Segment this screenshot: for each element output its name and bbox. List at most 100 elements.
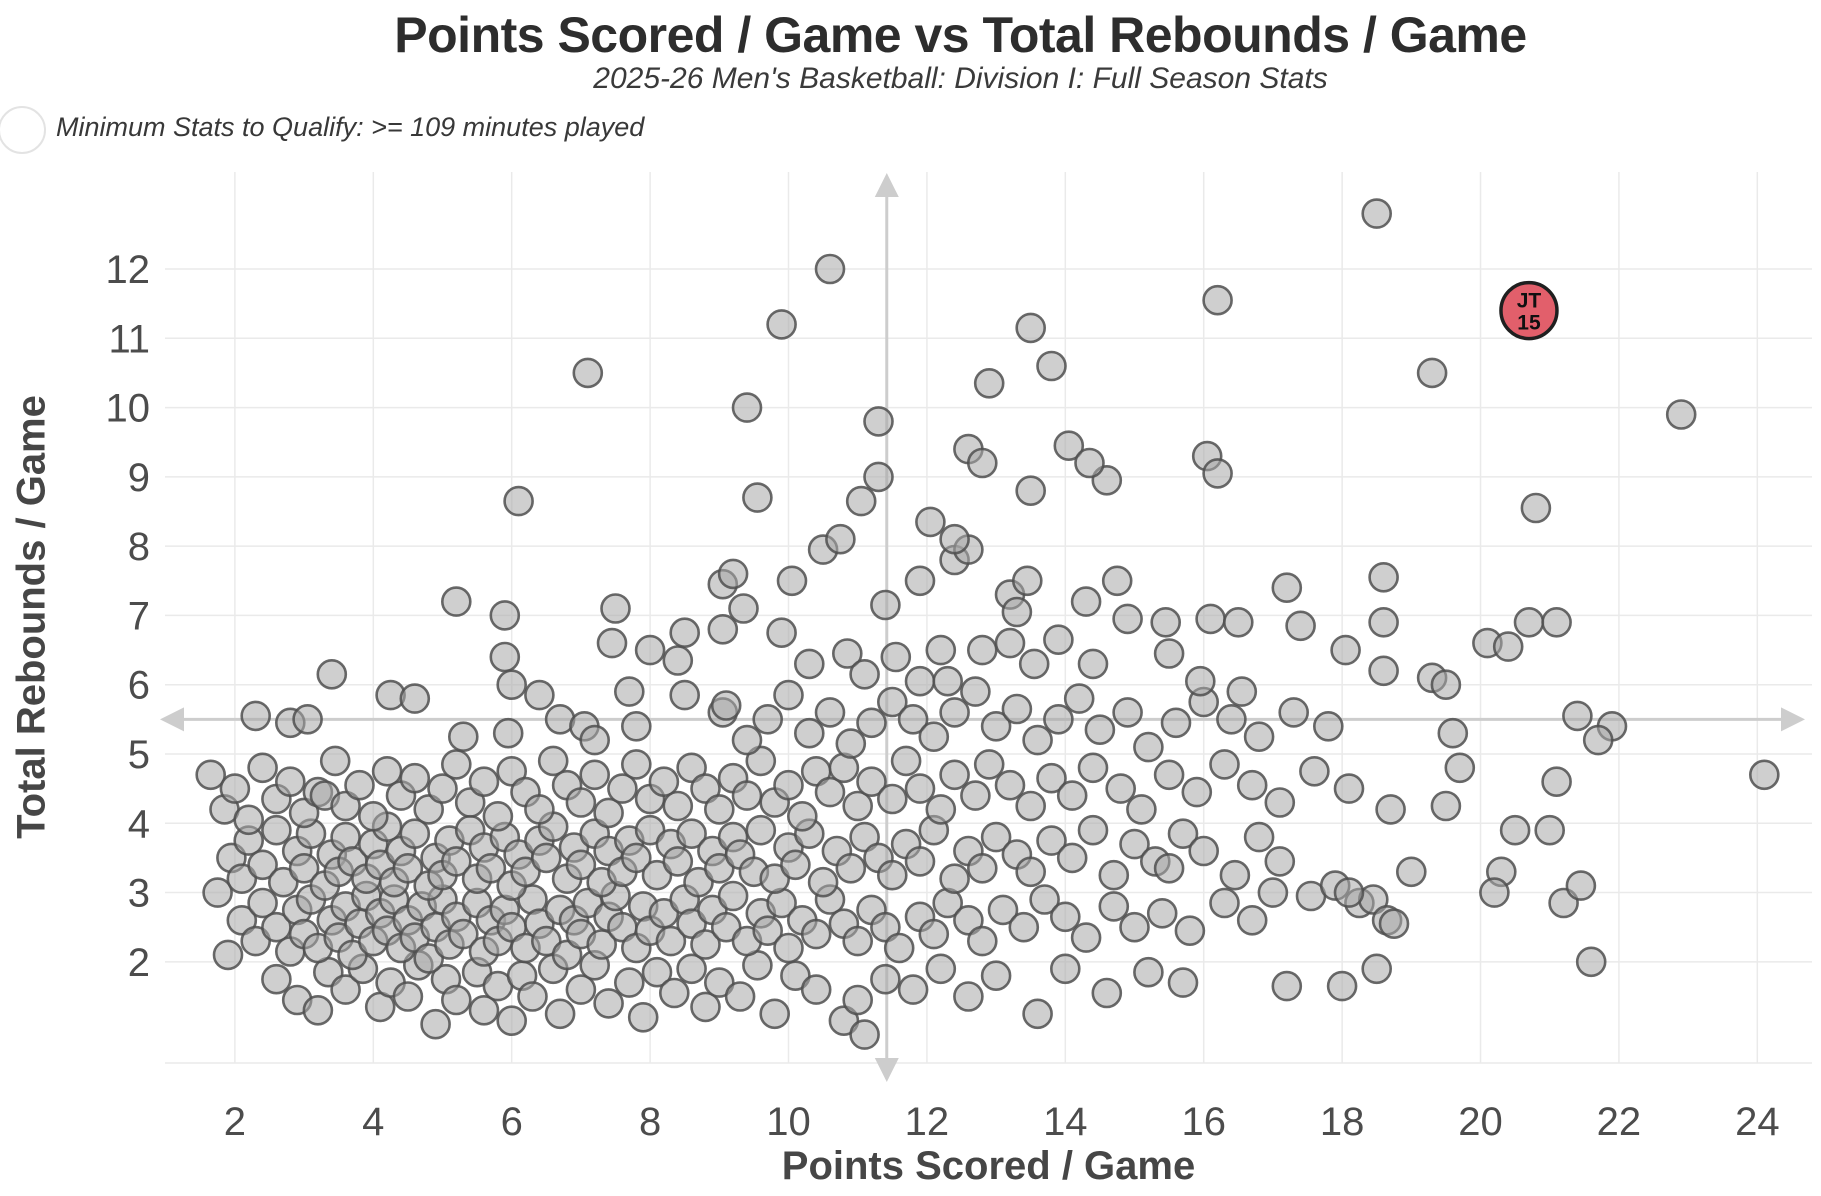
data-point[interactable] [1153, 852, 1185, 884]
data-point[interactable] [1070, 586, 1102, 617]
data-point[interactable] [876, 686, 908, 718]
data-point[interactable] [717, 558, 749, 590]
data-point[interactable] [503, 485, 534, 517]
data-point[interactable] [1153, 759, 1185, 791]
data-point[interactable] [399, 762, 431, 794]
data-point[interactable] [773, 769, 804, 801]
data-point[interactable] [357, 800, 389, 832]
data-point[interactable] [1181, 776, 1213, 808]
data-point[interactable] [492, 717, 524, 749]
data-point[interactable] [392, 981, 424, 1012]
data-point[interactable] [897, 974, 929, 1005]
data-point[interactable] [1101, 565, 1133, 597]
data-point[interactable] [1479, 877, 1510, 908]
data-point[interactable] [468, 994, 500, 1026]
data-point[interactable] [337, 939, 368, 971]
data-point[interactable] [1375, 794, 1406, 825]
data-point[interactable] [752, 703, 784, 735]
data-point[interactable] [1174, 915, 1206, 947]
data-point[interactable] [1223, 606, 1254, 638]
data-point[interactable] [897, 703, 929, 735]
data-point[interactable] [752, 915, 784, 947]
data-point[interactable] [780, 960, 811, 992]
data-point[interactable] [856, 766, 887, 798]
data-point[interactable] [966, 447, 998, 479]
data-point[interactable] [759, 863, 791, 895]
data-point[interactable] [1146, 897, 1178, 929]
data-point[interactable] [1015, 475, 1046, 507]
data-point[interactable] [537, 745, 569, 777]
data-point[interactable] [1077, 814, 1109, 846]
data-point[interactable] [1036, 762, 1067, 794]
data-point[interactable] [593, 988, 624, 1019]
data-point[interactable] [613, 967, 645, 998]
data-point[interactable] [1012, 565, 1043, 597]
data-point[interactable] [966, 852, 998, 884]
data-point[interactable] [658, 977, 690, 1009]
data-point[interactable] [1167, 967, 1199, 998]
data-point[interactable] [648, 897, 680, 929]
data-point[interactable] [1285, 610, 1316, 642]
data-point[interactable] [1257, 877, 1289, 908]
data-point[interactable] [1236, 769, 1268, 801]
data-point[interactable] [551, 939, 583, 971]
data-point[interactable] [690, 991, 721, 1023]
data-point[interactable] [565, 849, 597, 881]
data-point[interactable] [994, 769, 1026, 801]
qualifier-circle-icon[interactable] [0, 106, 46, 154]
data-point[interactable] [731, 392, 763, 423]
data-point[interactable] [1271, 970, 1303, 1002]
data-point[interactable] [707, 613, 739, 645]
data-point[interactable] [212, 939, 244, 971]
data-point[interactable] [288, 852, 320, 884]
data-point[interactable] [1202, 458, 1233, 489]
data-point[interactable] [960, 780, 991, 811]
data-point[interactable] [247, 752, 278, 784]
data-point[interactable] [717, 880, 749, 912]
data-point[interactable] [489, 641, 521, 673]
data-point[interactable] [814, 697, 846, 728]
data-point[interactable] [544, 998, 576, 1030]
data-point[interactable] [1541, 766, 1572, 798]
data-point[interactable] [825, 523, 856, 555]
data-point[interactable] [1333, 773, 1365, 804]
data-point[interactable] [1444, 752, 1476, 784]
data-point[interactable] [773, 679, 804, 711]
data-point[interactable] [1236, 904, 1268, 936]
data-point[interactable] [662, 645, 694, 676]
data-point[interactable] [939, 523, 970, 555]
data-point[interactable] [890, 745, 922, 777]
data-point[interactable] [904, 565, 936, 597]
data-point[interactable] [742, 482, 773, 513]
data-point[interactable] [669, 617, 701, 649]
data-point[interactable] [800, 974, 832, 1005]
data-point[interactable] [904, 665, 936, 697]
data-point[interactable] [613, 676, 645, 707]
data-point[interactable] [776, 565, 808, 597]
data-point[interactable] [1378, 908, 1410, 940]
data-point[interactable] [766, 617, 797, 649]
data-point[interactable] [1361, 953, 1392, 985]
data-point[interactable] [1278, 697, 1309, 728]
data-point[interactable] [1105, 773, 1136, 804]
data-point[interactable] [530, 842, 562, 874]
data-point[interactable] [1271, 572, 1303, 604]
data-point[interactable] [904, 773, 936, 804]
data-point[interactable] [440, 749, 472, 780]
data-point[interactable] [1368, 606, 1399, 638]
data-point[interactable] [1562, 700, 1593, 732]
data-point[interactable] [876, 859, 908, 891]
data-point[interactable] [413, 943, 445, 974]
data-point[interactable] [669, 679, 701, 711]
data-point[interactable] [440, 586, 472, 617]
data-point[interactable] [1326, 970, 1358, 1002]
data-point[interactable] [849, 1019, 880, 1050]
data-point[interactable] [1015, 856, 1046, 888]
data-point[interactable] [247, 849, 278, 881]
data-point[interactable] [710, 911, 742, 943]
data-point[interactable] [596, 627, 628, 659]
data-point[interactable] [842, 925, 874, 957]
data-point[interactable] [1053, 430, 1085, 462]
data-point[interactable] [1098, 859, 1130, 891]
data-point[interactable] [267, 866, 299, 898]
